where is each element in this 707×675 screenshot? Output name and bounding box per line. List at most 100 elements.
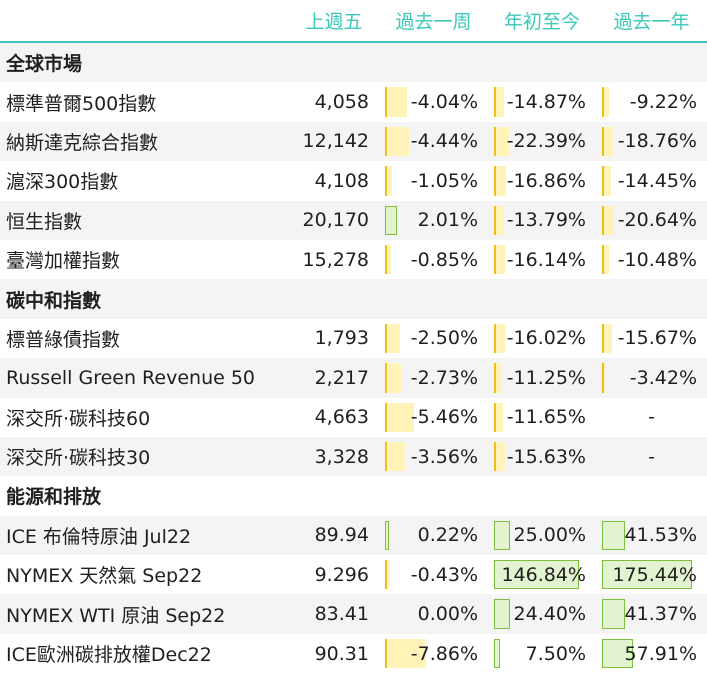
negative-bar xyxy=(602,363,606,393)
empty-cell xyxy=(596,476,707,515)
week-value: -4.04% xyxy=(410,91,478,114)
section-title: 能源和排放 xyxy=(6,486,102,509)
negative-bar xyxy=(602,323,612,354)
ytd-value: -15.63% xyxy=(506,445,586,468)
empty-cell xyxy=(379,43,488,83)
ytd-value: -16.86% xyxy=(506,169,586,192)
close-value: 12,142 xyxy=(289,121,379,162)
row-name: 恒生指數 xyxy=(0,200,289,240)
negative-bar xyxy=(385,87,408,117)
close-value: 20,170 xyxy=(289,200,379,240)
close-value: 2,217 xyxy=(289,358,379,398)
year-cell: -10.48% xyxy=(596,240,707,279)
year-cell: - xyxy=(596,436,707,477)
week-cell: -4.04% xyxy=(379,82,488,121)
row-name: 深交所·碳科技60 xyxy=(6,407,151,430)
table-row: 深交所·碳科技60 4,663 -5.46% -11.65% - xyxy=(0,398,707,437)
empty-cell xyxy=(289,43,379,83)
negative-bar xyxy=(385,638,427,669)
ytd-cell: -16.14% xyxy=(488,240,596,279)
year-value: -20.64% xyxy=(617,209,697,232)
table-row: 恒生指數 20,170 2.01% -13.79% -20.64% xyxy=(0,200,707,240)
close-value: 83.41 xyxy=(289,594,379,634)
week-cell: -2.73% xyxy=(379,358,488,398)
positive-bar xyxy=(385,205,398,235)
row-name: NYMEX WTI 原油 Sep22 xyxy=(0,594,289,634)
week-cell: 2.01% xyxy=(379,200,488,240)
week-cell: -0.43% xyxy=(379,555,488,594)
ytd-cell: -13.79% xyxy=(488,200,596,240)
week-cell: -7.86% xyxy=(379,634,488,673)
week-cell: 0.00% xyxy=(379,594,488,634)
section-title: 全球市場 xyxy=(0,43,289,83)
ytd-value: -14.87% xyxy=(506,91,586,114)
header-last-friday: 上週五 xyxy=(289,0,379,43)
empty-cell xyxy=(289,476,379,515)
empty-cell xyxy=(379,476,488,515)
close-value: 1,793 xyxy=(314,327,369,350)
positive-bar xyxy=(494,520,511,551)
ytd-value: 146.84% xyxy=(501,563,586,586)
year-cell: -9.22% xyxy=(596,82,707,121)
negative-bar xyxy=(602,244,610,275)
close-value: 4,663 xyxy=(314,406,369,429)
negative-bar xyxy=(602,166,612,196)
table-row: 標普綠債指數 1,793 -2.50% -16.02% -15.67% xyxy=(0,319,707,358)
row-name: 標普綠債指數 xyxy=(6,328,121,351)
section-title: 碳中和指數 xyxy=(0,279,289,319)
empty-cell xyxy=(488,43,596,83)
table-row: 滬深300指數 4,108 -1.05% -16.86% -14.45% xyxy=(0,161,707,200)
ytd-value: -13.79% xyxy=(506,209,586,232)
negative-bar xyxy=(494,441,505,472)
negative-bar xyxy=(385,402,415,432)
week-cell: -4.44% xyxy=(379,121,488,162)
close-value: 15,278 xyxy=(302,248,369,271)
year-cell: -15.67% xyxy=(596,319,707,358)
ytd-cell: 25.00% xyxy=(488,515,596,556)
positive-bar xyxy=(494,638,501,669)
week-cell: 0.22% xyxy=(379,515,488,556)
negative-bar xyxy=(494,323,506,354)
table-row: 標準普爾500指數 4,058 -4.04% -14.87% -9.22% xyxy=(0,82,707,121)
negative-bar xyxy=(602,87,609,117)
table-row: Russell Green Revenue 50 2,217 -2.73% -11.2… xyxy=(0,358,707,398)
week-cell: -5.46% xyxy=(379,398,488,437)
week-value: -0.85% xyxy=(410,248,478,271)
week-value: -5.46% xyxy=(410,406,478,429)
week-cell: -3.56% xyxy=(379,436,488,477)
negative-bar xyxy=(385,363,401,393)
negative-bar xyxy=(385,166,393,196)
close-value: 89.94 xyxy=(289,515,379,556)
empty-cell xyxy=(488,476,596,515)
week-value: -2.50% xyxy=(410,327,478,350)
negative-bar xyxy=(385,244,392,275)
positive-bar xyxy=(602,638,633,669)
year-value: -9.22% xyxy=(629,91,697,114)
close-value: 3,328 xyxy=(289,436,379,477)
ytd-cell: -15.63% xyxy=(488,436,596,477)
table-row: ICE 布倫特原油 Jul22 89.94 0.22% 25.00% 41.53% xyxy=(0,515,707,556)
table-row: 納斯達克綜合指數 12,142 -4.44% -22.39% -18.76% xyxy=(0,121,707,162)
year-value: -3.42% xyxy=(629,366,697,389)
negative-bar xyxy=(494,205,504,235)
year-cell: 41.37% xyxy=(596,594,707,634)
week-cell: -2.50% xyxy=(379,319,488,358)
year-cell: -3.42% xyxy=(596,358,707,398)
table-row: 臺灣加權指數 15,278 -0.85% -16.14% -10.48% xyxy=(0,240,707,279)
week-cell: -0.85% xyxy=(379,240,488,279)
year-cell: - xyxy=(648,406,655,429)
negative-bar xyxy=(385,560,390,590)
ytd-cell: -14.87% xyxy=(488,82,596,121)
table-row: NYMEX WTI 原油 Sep22 83.41 0.00% 24.40% 41.37% xyxy=(0,594,707,634)
negative-bar xyxy=(494,244,506,275)
ytd-cell: -11.65% xyxy=(488,398,596,437)
year-value: 57.91% xyxy=(624,642,697,665)
ytd-cell: 146.84% xyxy=(488,555,596,594)
empty-cell xyxy=(379,279,488,319)
week-cell: -1.05% xyxy=(379,161,488,200)
week-value: -4.44% xyxy=(410,130,478,153)
week-value: 0.22% xyxy=(417,524,478,547)
ytd-cell: 7.50% xyxy=(488,634,596,673)
week-value: -2.73% xyxy=(410,366,478,389)
week-value: -3.56% xyxy=(410,445,478,468)
